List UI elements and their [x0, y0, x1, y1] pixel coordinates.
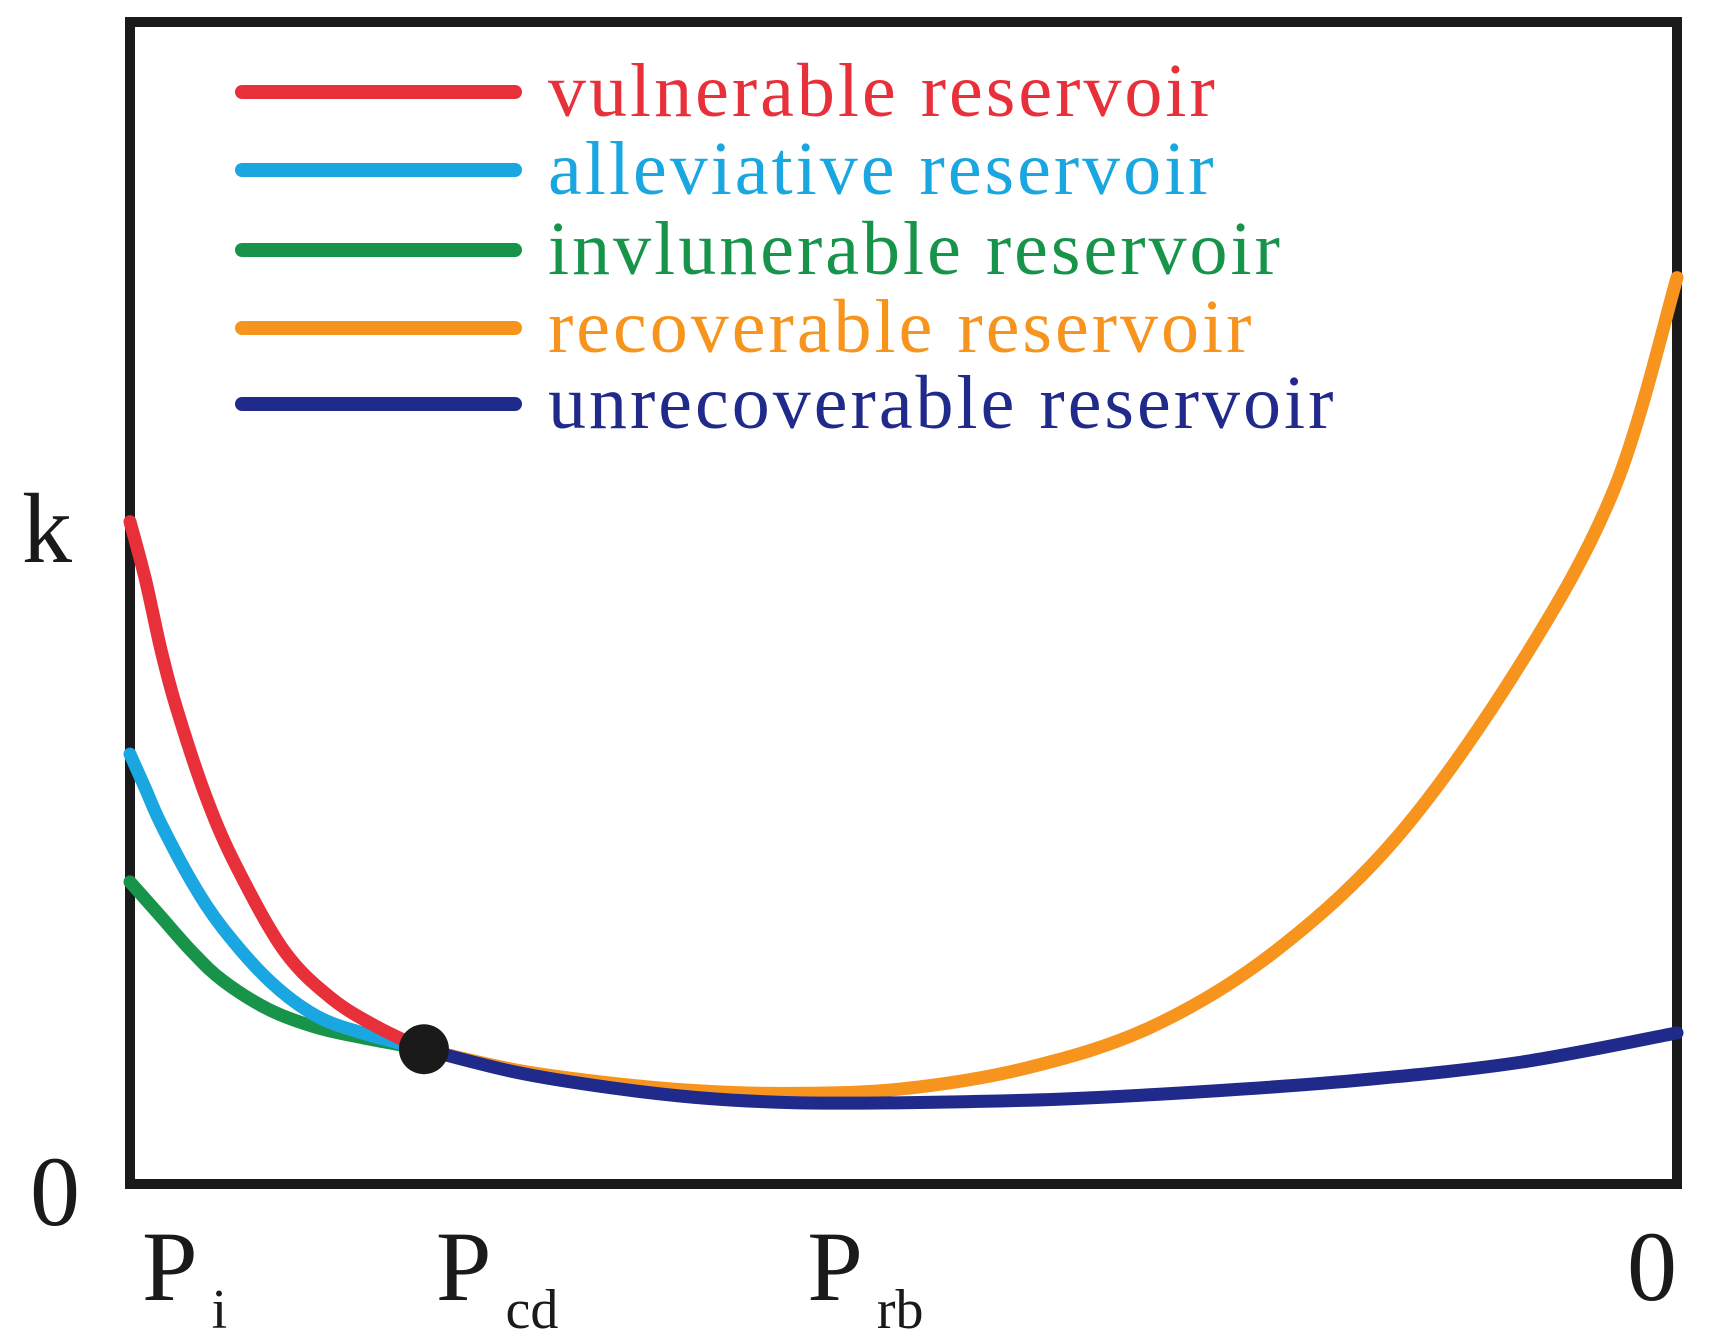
legend-label-unrecoverable-reservoir: unrecoverable reservoir — [548, 361, 1336, 445]
series-line-alleviative-reservoir — [123, 747, 431, 1056]
legend-label-invlunerable-reservoir: invlunerable reservoir — [548, 207, 1283, 291]
series-curves — [123, 271, 1684, 1110]
series-line-vulnerable-reservoir — [123, 515, 431, 1056]
critical-point-marker — [398, 1024, 449, 1075]
y-origin-label: 0 — [30, 1136, 80, 1247]
legend-label-recoverable-reservoir: recoverable reservoir — [548, 285, 1254, 369]
x-tick-label-0: 0 — [1627, 1211, 1677, 1322]
y-axis-label: k — [22, 473, 72, 584]
series-line-unrecoverable-reservoir — [417, 1026, 1684, 1110]
legend-label-vulnerable-reservoir: vulnerable reservoir — [548, 49, 1218, 133]
legend-label-alleviative-reservoir: alleviative reservoir — [548, 127, 1217, 211]
plot-frame — [125, 17, 1682, 1189]
